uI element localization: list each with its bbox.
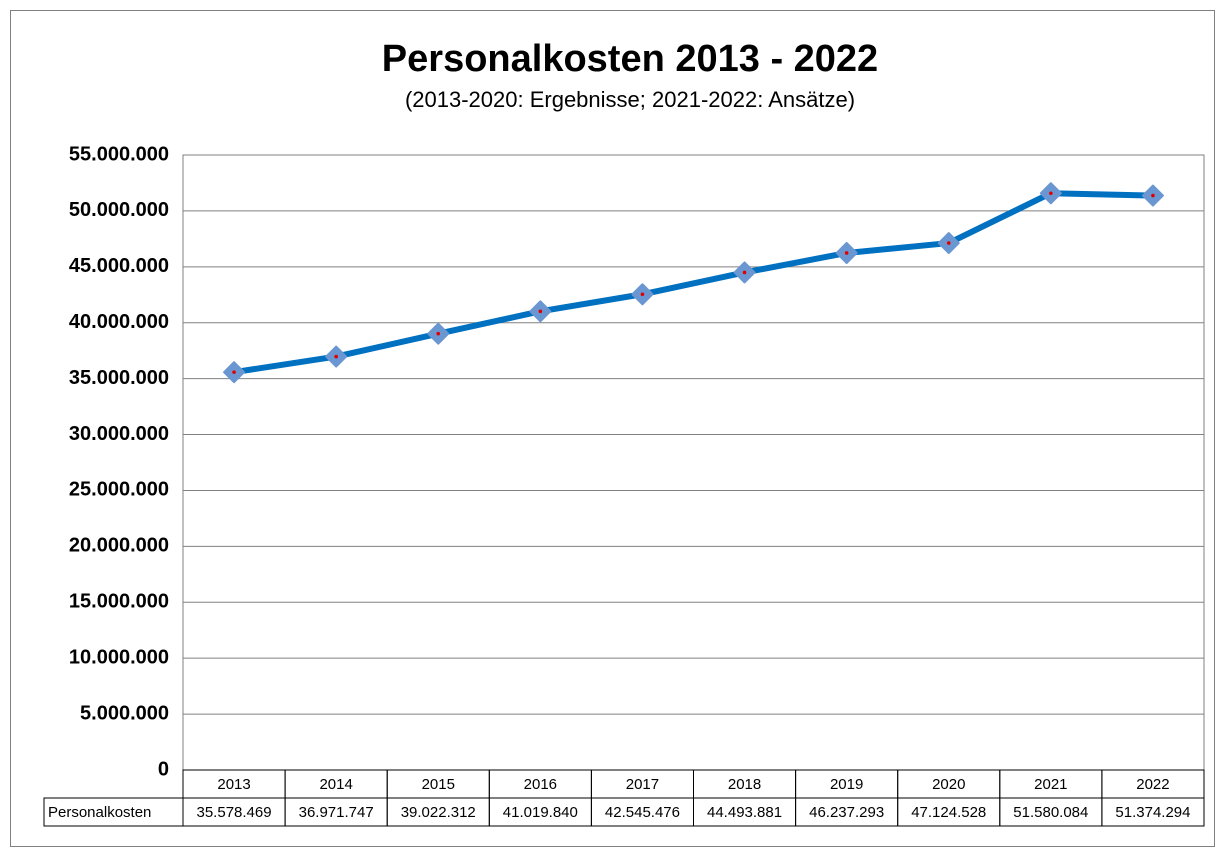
y-tick-label: 5.000.000 (80, 702, 169, 724)
x-tick-label: 2014 (319, 776, 352, 793)
data-label: 42.545.476 (605, 804, 680, 821)
y-tick-label: 25.000.000 (69, 479, 169, 501)
data-label: 39.022.312 (401, 804, 476, 821)
x-tick-label: 2018 (728, 776, 761, 793)
data-label: 41.019.840 (503, 804, 578, 821)
data-label: 46.237.293 (809, 804, 884, 821)
data-label: 51.374.294 (1115, 804, 1190, 821)
y-tick-label: 15.000.000 (69, 591, 169, 613)
marker-center (232, 370, 236, 374)
y-tick-label: 10.000.000 (69, 646, 169, 668)
y-tick-label: 45.000.000 (69, 255, 169, 277)
legend-label: Personalkosten (48, 804, 151, 821)
data-label: 35.578.469 (197, 804, 272, 821)
y-tick-label: 35.000.000 (69, 367, 169, 389)
data-label: 44.493.881 (707, 804, 782, 821)
x-tick-label: 2016 (524, 776, 557, 793)
marker-center (436, 331, 441, 336)
marker-center (946, 241, 951, 245)
marker-center (1151, 193, 1155, 198)
y-tick-label: 50.000.000 (69, 199, 169, 221)
x-tick-label: 2013 (217, 776, 250, 793)
x-tick-label: 2022 (1136, 776, 1169, 793)
y-tick-label: 20.000.000 (69, 535, 169, 557)
data-label: 51.580.084 (1013, 804, 1088, 821)
x-tick-label: 2020 (932, 776, 965, 793)
y-tick-label: 0 (158, 758, 169, 780)
data-label: 36.971.747 (299, 804, 374, 821)
x-tick-label: 2017 (626, 776, 659, 793)
x-tick-label: 2021 (1034, 776, 1067, 793)
x-tick-label: 2015 (422, 776, 455, 793)
marker-center (1049, 191, 1053, 196)
chart-title: Personalkosten 2013 - 2022 (382, 38, 878, 80)
y-tick-label: 30.000.000 (69, 423, 169, 445)
data-label: 47.124.528 (911, 804, 986, 821)
y-tick-label: 40.000.000 (69, 311, 169, 333)
chart-frame (10, 10, 1215, 847)
y-tick-label: 55.000.000 (69, 143, 169, 165)
line (233, 190, 1154, 376)
marker-center (844, 251, 849, 255)
marker-center (334, 354, 338, 359)
x-tick-label: 2019 (830, 776, 863, 793)
chart-subtitle: (2013-2020: Ergebnisse; 2021-2022: Ansät… (405, 87, 855, 112)
marker-center (640, 292, 645, 297)
table-cell (1101, 797, 1205, 827)
marker-center (742, 270, 747, 275)
marker-center (538, 309, 543, 314)
